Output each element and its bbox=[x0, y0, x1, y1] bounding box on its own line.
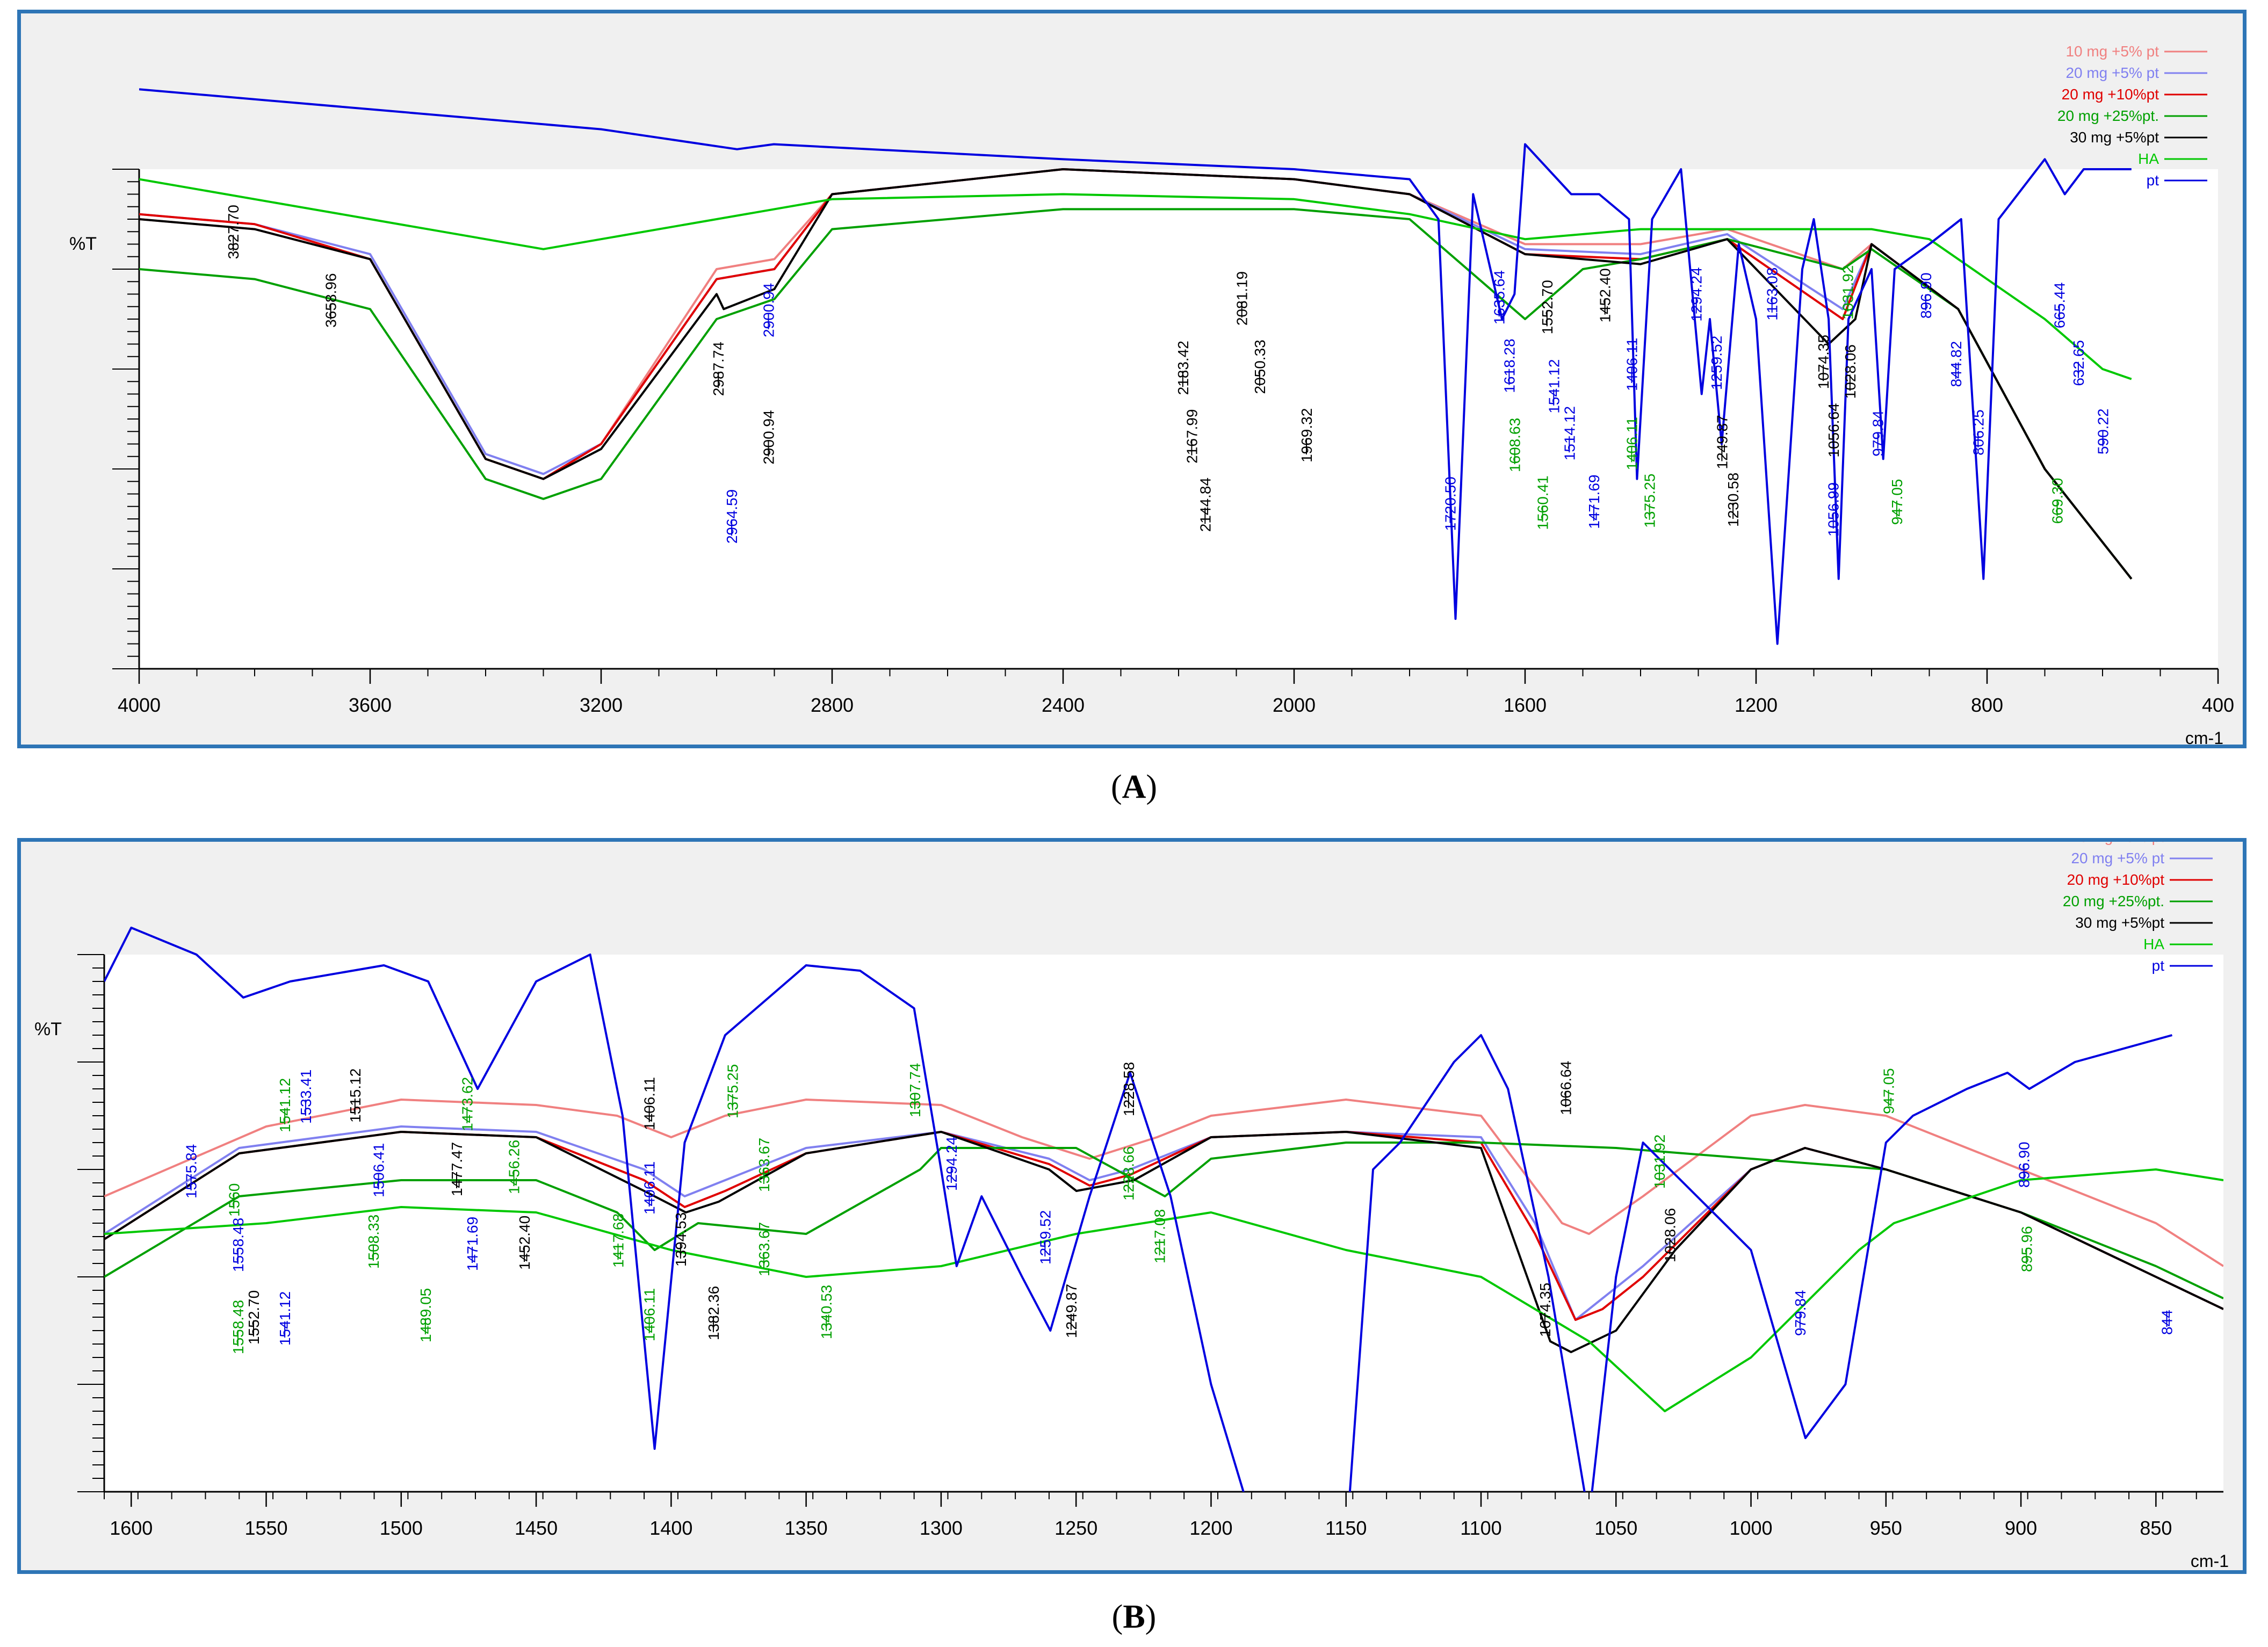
x-tick-label: 950 bbox=[1870, 1517, 1902, 1539]
series-line-ha bbox=[139, 178, 2132, 380]
series-line-pt bbox=[104, 927, 2173, 1492]
legend-label: 30 mg +5%pt bbox=[2070, 129, 2159, 146]
x-tick-label: 3600 bbox=[349, 694, 392, 716]
series-line-30-mg-5-pt bbox=[139, 168, 2133, 580]
series-group bbox=[104, 927, 2223, 1492]
x-tick-label: 400 bbox=[2202, 694, 2234, 716]
x-tick-label: 1300 bbox=[920, 1517, 963, 1539]
x-tick-label: 2800 bbox=[811, 694, 854, 716]
legend-label: 10 mg +5% pt bbox=[2065, 43, 2159, 60]
legend-label: pt bbox=[2152, 957, 2165, 974]
x-tick-label: 1350 bbox=[785, 1517, 828, 1539]
x-tick-label: 1000 bbox=[1729, 1517, 1772, 1539]
legend-label: pt bbox=[2147, 172, 2159, 189]
legend-label: 30 mg +5%pt bbox=[2075, 914, 2164, 931]
legend-label: HA bbox=[2138, 150, 2159, 167]
legend-label: 20 mg +5% pt bbox=[2071, 850, 2164, 866]
x-tick-label: 1600 bbox=[110, 1517, 153, 1539]
x-tick-label: 2000 bbox=[1273, 694, 1316, 716]
x-tick-label: 1400 bbox=[649, 1517, 692, 1539]
spectrum-chart-a: %T 4000 3600 3200 2800 2400 2000 1600 1200 800 400… bbox=[69, 43, 2234, 745]
x-tick-label: 800 bbox=[1971, 694, 2003, 716]
series-line-20-mg-25-pt- bbox=[104, 1142, 2223, 1299]
series-group bbox=[139, 88, 2133, 645]
x-tick-label: 1250 bbox=[1054, 1517, 1097, 1539]
series-line-10-mg-5-pt bbox=[104, 1099, 2223, 1267]
legend-label: 20 mg +10%pt bbox=[2062, 86, 2159, 103]
peak-label: 1406.11 bbox=[641, 1161, 658, 1215]
caption-b: (B) bbox=[1111, 1599, 1157, 1635]
caption-b-letter: B bbox=[1123, 1599, 1145, 1635]
plot-area bbox=[139, 169, 2218, 669]
x-tick-label: 1450 bbox=[515, 1517, 558, 1539]
x-tick-label: 4000 bbox=[118, 694, 161, 716]
x-tick-label: 1500 bbox=[380, 1517, 423, 1539]
legend-label: 10 mg +5% pt bbox=[2071, 842, 2164, 845]
x-tick-label: 1100 bbox=[1460, 1517, 1501, 1539]
legend-label: 20 mg +25%pt. bbox=[2063, 893, 2164, 909]
legend-label: 20 mg +10%pt bbox=[2067, 871, 2165, 888]
x-tick-label: 900 bbox=[2005, 1517, 2037, 1539]
spectrum-panel-b: %T 1600 1550 1500 1450 1400 1350 1300 1250 1200 11… bbox=[17, 838, 2247, 1574]
peak-label: 1406.11 bbox=[1623, 338, 1640, 391]
x-tick-label: 1050 bbox=[1594, 1517, 1637, 1539]
legend-label: 20 mg +5% pt bbox=[2065, 64, 2159, 81]
x-tick-label: 3200 bbox=[580, 694, 623, 716]
x-tick-label: 1550 bbox=[244, 1517, 287, 1539]
x-tick-label: 1200 bbox=[1735, 694, 1778, 716]
x-tick-label: 1600 bbox=[1504, 694, 1547, 716]
peak-label: 1406.11 bbox=[641, 1288, 658, 1341]
y-axis-label: %T bbox=[34, 1019, 62, 1039]
peak-label: 1163.08 bbox=[1764, 268, 1781, 321]
x-tick-label: 1150 bbox=[1325, 1517, 1367, 1539]
y-axis-label: %T bbox=[69, 234, 97, 254]
peak-label: 1406.11 bbox=[1623, 417, 1640, 470]
series-line-pt bbox=[139, 88, 2132, 645]
spectrum-panel-a: %T 4000 3600 3200 2800 2400 2000 1600 1200 800 400… bbox=[17, 10, 2247, 748]
series-line-30-mg-5-pt bbox=[104, 1131, 2223, 1353]
x-tick-label: 2400 bbox=[1042, 694, 1085, 716]
caption-a: (A) bbox=[1110, 769, 1158, 805]
legend-label: HA bbox=[2143, 936, 2164, 952]
x-tick-label: 1200 bbox=[1189, 1517, 1232, 1539]
x-axis-label: cm-1 bbox=[2191, 1551, 2229, 1570]
series-line-20-mg-25-pt- bbox=[139, 208, 2133, 580]
series-line-ha bbox=[104, 1168, 2223, 1412]
caption-a-letter: A bbox=[1122, 769, 1146, 805]
legend-label: 20 mg +25%pt. bbox=[2057, 107, 2159, 124]
spectrum-chart-b: %T 1600 1550 1500 1450 1400 1350 1300 1250 1200 11… bbox=[34, 842, 2229, 1570]
x-tick-label: 850 bbox=[2140, 1517, 2172, 1539]
x-axis-label: cm-1 bbox=[2185, 728, 2223, 745]
peak-label: 1406.11 bbox=[641, 1077, 658, 1130]
